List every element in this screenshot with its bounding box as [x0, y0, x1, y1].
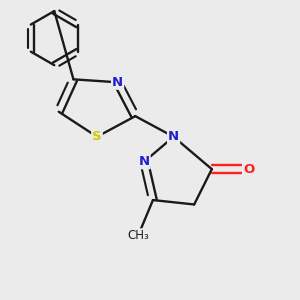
Text: O: O: [243, 163, 254, 176]
Text: N: N: [139, 155, 150, 168]
Text: S: S: [92, 130, 102, 143]
Text: CH₃: CH₃: [127, 229, 149, 242]
Text: N: N: [112, 76, 123, 89]
Text: N: N: [168, 130, 179, 143]
